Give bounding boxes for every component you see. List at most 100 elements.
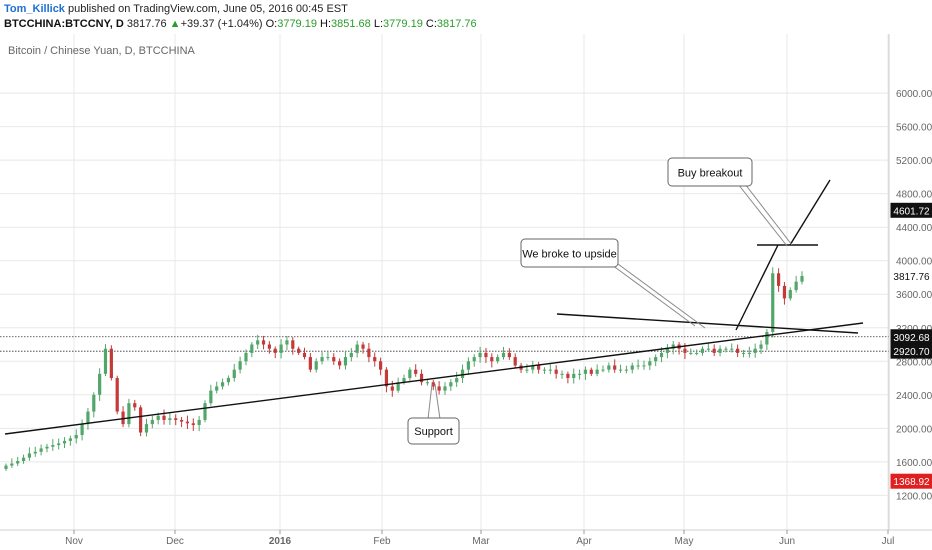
candle bbox=[302, 347, 307, 360]
candle bbox=[384, 367, 389, 393]
candle bbox=[800, 271, 804, 285]
svg-text:3092.68: 3092.68 bbox=[893, 333, 930, 344]
price-tick-label: 4800.00 bbox=[896, 190, 932, 201]
price-tick-label: 1600.00 bbox=[896, 458, 932, 469]
candle bbox=[753, 343, 757, 358]
candle bbox=[244, 349, 248, 366]
time-tick-label: Mar bbox=[472, 536, 490, 547]
candle bbox=[256, 334, 260, 350]
candle bbox=[484, 347, 488, 364]
candle bbox=[636, 359, 640, 370]
candle bbox=[232, 363, 236, 382]
price-label: 2920.70 bbox=[890, 343, 932, 359]
candle bbox=[332, 353, 336, 365]
candle bbox=[320, 350, 324, 365]
price-tick-label: 3600.00 bbox=[896, 290, 932, 301]
svg-text:1368.92: 1368.92 bbox=[893, 477, 930, 488]
candle bbox=[695, 349, 699, 356]
candle bbox=[741, 349, 746, 358]
price-label: 1368.92 bbox=[890, 473, 932, 489]
candle bbox=[209, 384, 213, 406]
candle bbox=[338, 358, 342, 370]
candle bbox=[45, 443, 49, 453]
candle bbox=[718, 345, 722, 357]
candle bbox=[794, 275, 798, 293]
candle bbox=[566, 371, 570, 384]
candle bbox=[478, 346, 482, 363]
candle bbox=[144, 418, 149, 437]
annotation-broke-upside[interactable]: We broke to upside bbox=[520, 238, 706, 329]
candle bbox=[765, 329, 769, 350]
price-tick-label: 2800.00 bbox=[896, 357, 932, 368]
candle bbox=[554, 365, 558, 379]
candle bbox=[226, 375, 231, 386]
candle bbox=[531, 360, 535, 374]
support-trendline bbox=[4, 322, 864, 435]
annotation-support[interactable]: Support bbox=[407, 383, 460, 445]
candle bbox=[133, 399, 137, 411]
candle bbox=[572, 368, 576, 384]
candle bbox=[86, 407, 90, 430]
candle bbox=[4, 463, 8, 472]
candle bbox=[654, 354, 658, 367]
author-link[interactable]: Tom_Killick bbox=[4, 3, 65, 15]
candle bbox=[624, 365, 629, 374]
close-value: 3817.76 bbox=[436, 18, 477, 30]
price-label: 4601.72 bbox=[890, 202, 932, 218]
candle bbox=[33, 446, 37, 457]
candle bbox=[466, 357, 470, 375]
candle bbox=[326, 352, 330, 361]
price-tick-label: 1200.00 bbox=[896, 491, 932, 502]
price-change: +39.37 (+1.04%) bbox=[180, 18, 263, 30]
price-label: 3092.68 bbox=[890, 329, 932, 345]
chart-header: Tom_Killick published on TradingView.com… bbox=[4, 2, 477, 32]
low-label: L: bbox=[373, 18, 384, 30]
candle bbox=[712, 344, 716, 357]
candle bbox=[92, 392, 96, 418]
candle bbox=[501, 347, 506, 360]
annotation-label: Buy breakout bbox=[678, 168, 743, 180]
candle bbox=[408, 367, 412, 381]
candle bbox=[496, 354, 500, 364]
symbol-label: BTCCHINA:BTCCNY, D bbox=[4, 18, 124, 30]
price-tick-label: 4400.00 bbox=[896, 223, 932, 234]
high-value: 3851.68 bbox=[331, 18, 371, 30]
time-tick-label: Dec bbox=[166, 536, 184, 547]
price-axis[interactable]: 1200.001600.002000.002400.002800.003200.… bbox=[896, 89, 932, 502]
candle bbox=[174, 414, 178, 426]
candle bbox=[168, 413, 172, 425]
open-value: 3779.19 bbox=[277, 18, 317, 30]
candle bbox=[285, 336, 289, 351]
candle bbox=[220, 378, 225, 390]
candle bbox=[355, 340, 359, 358]
candle bbox=[525, 363, 529, 374]
candle bbox=[431, 380, 435, 391]
time-tick-label: Jun bbox=[779, 536, 795, 547]
candle bbox=[98, 368, 102, 401]
candle bbox=[419, 369, 424, 386]
annotation-label: We broke to upside bbox=[522, 249, 617, 261]
time-tick-label: Jul bbox=[882, 536, 895, 547]
candlestick-chart[interactable]: Bitcoin / Chinese Yuan, D, BTCCHINA 1200… bbox=[0, 34, 932, 550]
candle bbox=[150, 415, 154, 429]
time-tick-label: Nov bbox=[65, 536, 83, 547]
candle bbox=[759, 340, 763, 354]
candle bbox=[437, 381, 441, 395]
candle bbox=[349, 348, 353, 362]
candle bbox=[39, 444, 43, 456]
candle bbox=[367, 342, 371, 363]
candle bbox=[414, 364, 418, 377]
price-label: 3817.76 bbox=[890, 268, 932, 284]
open-label: O: bbox=[265, 18, 278, 30]
candle bbox=[396, 377, 400, 393]
candle bbox=[665, 344, 669, 359]
annotation-buy-breakout[interactable]: Buy breakout bbox=[667, 157, 793, 247]
candle bbox=[537, 361, 541, 374]
last-price: 3817.76 bbox=[126, 18, 167, 30]
candle bbox=[455, 371, 459, 387]
time-axis[interactable]: Nov Dec 2016 Feb Mar Apr May Jun Jul bbox=[65, 530, 894, 547]
published-text: published on TradingView.com, June 05, 2… bbox=[68, 3, 348, 15]
candle bbox=[115, 375, 119, 415]
candle bbox=[507, 348, 511, 360]
candle bbox=[297, 346, 301, 355]
